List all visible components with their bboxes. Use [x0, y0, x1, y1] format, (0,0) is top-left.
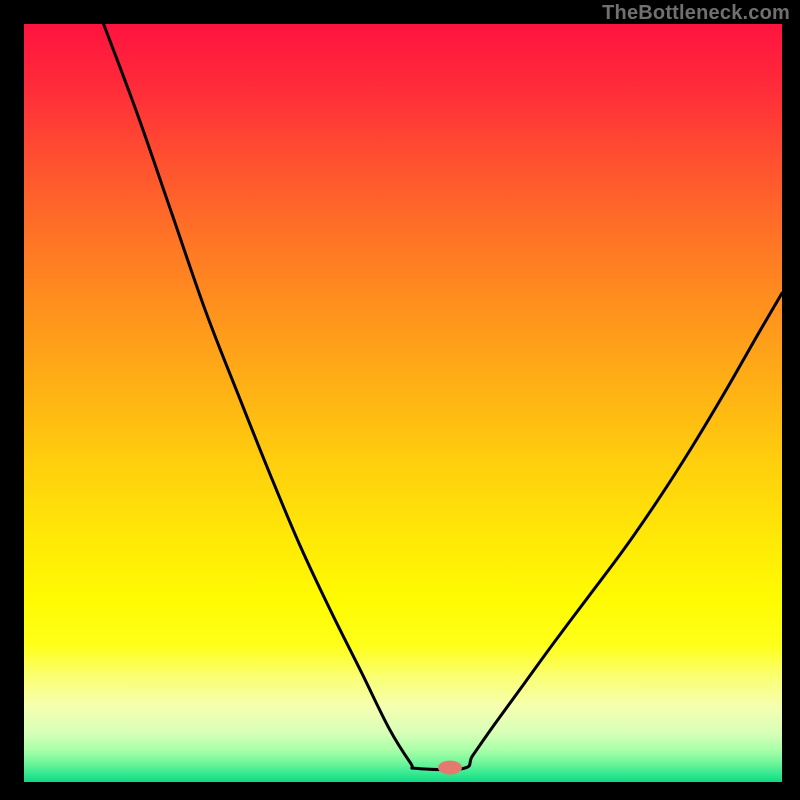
- bottleneck-chart: [0, 0, 800, 800]
- source-watermark: TheBottleneck.com: [602, 2, 790, 25]
- optimum-marker: [438, 761, 462, 775]
- gradient-background: [24, 24, 782, 782]
